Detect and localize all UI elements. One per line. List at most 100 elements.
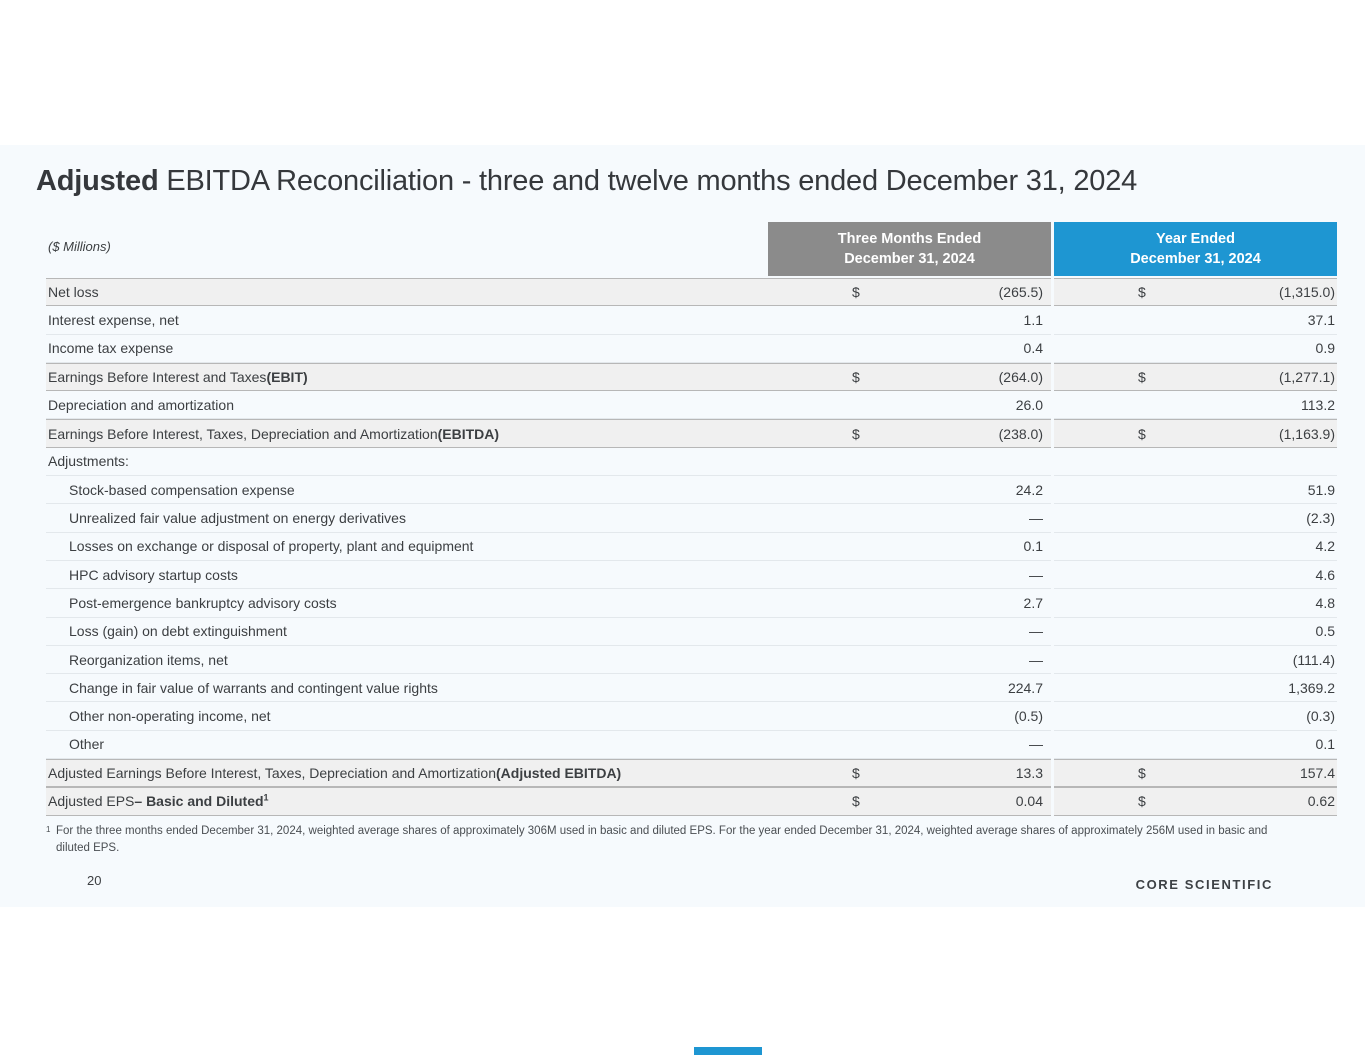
row-label: Other non-operating income, net bbox=[46, 702, 768, 731]
cell-year: $ (1,163.9) bbox=[1054, 419, 1337, 448]
table-row: Adjusted EPS – Basic and Diluted1 $0.04 $0… bbox=[46, 787, 1337, 816]
column-gap bbox=[1051, 278, 1054, 307]
column-gap bbox=[1051, 391, 1054, 420]
row-label: Earnings Before Interest, Taxes, Depreci… bbox=[46, 419, 768, 448]
cell-value: 0.5 bbox=[1315, 623, 1335, 640]
row-label: Reorganization items, net bbox=[46, 646, 768, 675]
cell-value: (265.5) bbox=[998, 284, 1043, 301]
cell-value: 0.1 bbox=[1023, 538, 1043, 555]
slide-title: Adjusted EBITDA Reconciliation - three a… bbox=[36, 165, 1356, 198]
table-header-row: Three Months Ended December 31, 2024 Year … bbox=[46, 222, 1337, 276]
currency-symbol: $ bbox=[1138, 793, 1146, 810]
column-gap bbox=[1051, 560, 1054, 590]
header-spacer bbox=[46, 222, 768, 276]
row-label: Interest expense, net bbox=[46, 306, 768, 335]
cell-value: — bbox=[1029, 736, 1043, 753]
cell-year: 4.8 bbox=[1054, 589, 1337, 618]
cell-year: 1,369.2 bbox=[1054, 674, 1337, 703]
cell-year: 0.5 bbox=[1054, 618, 1337, 646]
currency-symbol: $ bbox=[852, 284, 860, 301]
cell-value: 0.4 bbox=[1023, 340, 1043, 357]
core-scientific-logo: CORE SCIENTIFIC bbox=[1135, 877, 1273, 892]
cell-year: 4.2 bbox=[1054, 533, 1337, 561]
cell-three-months: 24.2 bbox=[768, 476, 1051, 505]
column-gap bbox=[1051, 759, 1054, 788]
table-row: Adjustments: bbox=[46, 447, 1337, 477]
slide-title-bold: Adjusted bbox=[36, 165, 159, 197]
row-label: Losses on exchange or disposal of proper… bbox=[46, 533, 768, 561]
cell-year: 37.1 bbox=[1054, 306, 1337, 335]
table-row: Adjusted Earnings Before Interest, Taxes… bbox=[46, 759, 1337, 788]
cell-year bbox=[1054, 448, 1337, 477]
cell-three-months: — bbox=[768, 646, 1051, 675]
cell-year: $0.62 bbox=[1054, 787, 1337, 816]
row-label: Depreciation and amortization bbox=[46, 391, 768, 420]
units-label: ($ Millions) bbox=[48, 239, 111, 254]
cell-year: 4.6 bbox=[1054, 561, 1337, 590]
cell-value: (264.0) bbox=[998, 369, 1043, 386]
cell-value: 224.7 bbox=[1007, 679, 1043, 696]
row-label: Income tax expense bbox=[46, 335, 768, 363]
column-gap bbox=[1051, 674, 1054, 703]
row-label: Other bbox=[46, 731, 768, 760]
cell-three-months: 0.1 bbox=[768, 533, 1051, 561]
row-label: Net loss bbox=[46, 278, 768, 307]
row-label: Adjusted EPS – Basic and Diluted1 bbox=[46, 787, 768, 816]
row-label: Stock-based compensation expense bbox=[46, 476, 768, 505]
cell-value: 0.1 bbox=[1315, 736, 1335, 753]
table-row: Earnings Before Interest and Taxes (EBIT… bbox=[46, 362, 1337, 392]
column-gap bbox=[1051, 617, 1054, 646]
table-row: HPC advisory startup costs — 4.6 bbox=[46, 560, 1337, 590]
column-gap bbox=[1051, 702, 1054, 731]
row-label: Adjustments: bbox=[46, 448, 768, 477]
cell-year: $ (1,277.1) bbox=[1054, 362, 1337, 392]
column-gap bbox=[1051, 419, 1054, 448]
row-label: Unrealized fair value adjustment on ener… bbox=[46, 504, 768, 533]
cell-value: (1,277.1) bbox=[1278, 369, 1335, 386]
cell-three-months: — bbox=[768, 618, 1051, 646]
cell-year: $157.4 bbox=[1054, 759, 1337, 788]
column-gap bbox=[1051, 476, 1054, 505]
table-row: Income tax expense 0.4 0.9 bbox=[46, 334, 1337, 363]
cell-value: 26.0 bbox=[1015, 396, 1043, 413]
slide-progress-indicator bbox=[694, 1047, 762, 1055]
cell-year: 0.9 bbox=[1054, 335, 1337, 363]
currency-symbol: $ bbox=[1138, 425, 1146, 442]
row-label: Loss (gain) on debt extinguishment bbox=[46, 618, 768, 646]
table-row: Net loss $ (265.5) $ (1,315.0) bbox=[46, 278, 1337, 307]
cell-value: (2.3) bbox=[1306, 510, 1335, 527]
cell-year: 0.1 bbox=[1054, 731, 1337, 760]
row-label: Adjusted Earnings Before Interest, Taxes… bbox=[46, 759, 768, 788]
cell-value: — bbox=[1029, 566, 1043, 583]
currency-symbol: $ bbox=[852, 369, 860, 386]
cell-three-months: (0.5) bbox=[768, 702, 1051, 731]
table-row: Other — 0.1 bbox=[46, 730, 1337, 760]
cell-three-months: — bbox=[768, 731, 1051, 760]
table-row: Stock-based compensation expense 24.2 51.9 bbox=[46, 476, 1337, 505]
currency-symbol: $ bbox=[852, 793, 860, 810]
footnote-marker: 1 bbox=[46, 825, 51, 834]
col-header-three-months: Three Months Ended December 31, 2024 bbox=[768, 222, 1051, 276]
cell-three-months: $ (265.5) bbox=[768, 278, 1051, 307]
cell-value: 157.4 bbox=[1299, 765, 1335, 782]
cell-three-months: — bbox=[768, 504, 1051, 533]
cell-three-months: — bbox=[768, 561, 1051, 590]
col-header-year: Year Ended December 31, 2024 bbox=[1054, 222, 1337, 276]
cell-value: 4.6 bbox=[1315, 566, 1335, 583]
cell-value: (111.4) bbox=[1292, 651, 1335, 668]
table-row: Other non-operating income, net (0.5) (0.3… bbox=[46, 702, 1337, 731]
currency-symbol: $ bbox=[1138, 284, 1146, 301]
cell-value: 0.62 bbox=[1307, 793, 1335, 810]
cell-three-months: $ (264.0) bbox=[768, 362, 1051, 392]
cell-year: $ (1,315.0) bbox=[1054, 278, 1337, 307]
column-gap bbox=[1051, 362, 1054, 392]
table-row: Earnings Before Interest, Taxes, Depreci… bbox=[46, 419, 1337, 448]
table-row: Interest expense, net 1.1 37.1 bbox=[46, 306, 1337, 335]
cell-value: — bbox=[1029, 623, 1043, 640]
footnote: 1 For the three months ended December 31… bbox=[46, 823, 1296, 856]
cell-three-months: 1.1 bbox=[768, 306, 1051, 335]
cell-three-months: $13.3 bbox=[768, 759, 1051, 788]
currency-symbol: $ bbox=[1138, 369, 1146, 386]
cell-value: 1.1 bbox=[1023, 311, 1043, 328]
table-row: Reorganization items, net — (111.4) bbox=[46, 645, 1337, 675]
